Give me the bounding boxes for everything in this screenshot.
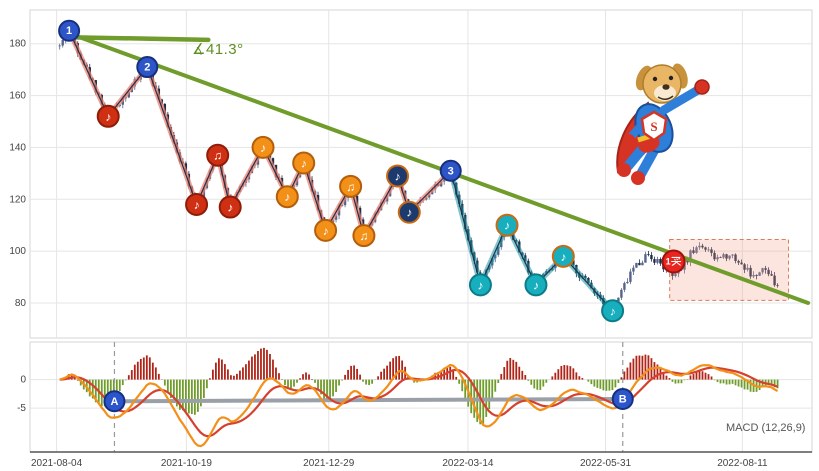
y-tick-label: 100 [9, 246, 26, 257]
buy-character-glyph [671, 256, 682, 266]
chest-shield [640, 110, 668, 142]
svg-text:B: B [619, 393, 627, 405]
pivot-note-marker: ♪ [524, 273, 548, 297]
wave-marker-1: 1 [58, 19, 81, 42]
wave-marker-3: 3 [439, 159, 462, 182]
y-tick-label: 80 [15, 298, 27, 309]
svg-text:♫: ♫ [359, 229, 368, 243]
pivot-note-marker: ♪ [275, 185, 299, 209]
svg-text:♫: ♫ [213, 149, 222, 163]
macd-histogram [61, 347, 779, 425]
pivot-note-marker: ♪ [495, 213, 519, 237]
buy-marker: 1 [661, 249, 686, 274]
svg-text:A: A [110, 396, 118, 408]
pivot-note-marker: ♪ [96, 104, 120, 128]
fist-glove [694, 79, 710, 95]
pivot-note-marker: ♪ [397, 200, 421, 224]
svg-text:♪: ♪ [560, 250, 566, 264]
pivot-note-marker: ♪ [185, 192, 209, 216]
pivot-note-marker: ♪ [292, 151, 316, 175]
svg-text:♪: ♪ [406, 206, 412, 220]
svg-text:♪: ♪ [504, 219, 510, 233]
macd-marker-B: B [611, 387, 634, 410]
pivot-note-marker: ♫ [339, 174, 363, 198]
macd-indicator-label: MACD (12,26,9) [726, 422, 806, 434]
x-tick-label: 2022-03-14 [442, 458, 494, 469]
pivot-note-marker: ♪ [218, 195, 242, 219]
svg-text:♪: ♪ [477, 278, 483, 292]
svg-text:♪: ♪ [610, 304, 616, 318]
extended-arm [659, 85, 703, 115]
y-tick-label: 120 [9, 194, 26, 205]
y-tick-label: 180 [9, 39, 26, 50]
pivot-note-marker: ♫ [352, 224, 376, 248]
macd-marker-A: A [103, 390, 126, 413]
pivot-note-marker: ♪ [251, 135, 275, 159]
eye [652, 76, 658, 82]
glove [623, 134, 635, 146]
svg-text:♪: ♪ [395, 169, 401, 183]
svg-text:2: 2 [144, 62, 150, 74]
svg-text:♪: ♪ [301, 156, 307, 170]
pivot-note-marker: ♪ [468, 273, 492, 297]
pivot-note-marker: ♪ [386, 164, 410, 188]
svg-text:♫: ♫ [346, 180, 355, 194]
svg-text:♪: ♪ [323, 224, 329, 238]
wave-marker-2: 2 [136, 56, 159, 79]
macd-tick-label: 0 [20, 375, 26, 386]
x-tick-label: 2021-12-29 [303, 458, 355, 469]
x-tick-label: 2021-08-04 [31, 458, 83, 469]
nose [662, 84, 670, 90]
eye [668, 75, 674, 81]
trendline-angle-label: ∡41.3° [192, 41, 244, 58]
x-tick-label: 2021-10-19 [161, 458, 213, 469]
svg-text:3: 3 [448, 165, 454, 177]
svg-text:♪: ♪ [260, 141, 266, 155]
x-tick-label: 2022-05-31 [580, 458, 632, 469]
svg-text:♪: ♪ [284, 190, 290, 204]
svg-text:1: 1 [66, 25, 72, 37]
horizontal-line [66, 34, 211, 43]
svg-text:♪: ♪ [533, 278, 539, 292]
shield-letter: S [650, 119, 657, 134]
dea-line [59, 366, 778, 438]
svg-text:♪: ♪ [194, 198, 200, 212]
macd-tick-label: -5 [17, 403, 26, 414]
pivot-note-marker: ♪ [314, 218, 338, 242]
x-tick-label: 2022-08-11 [717, 458, 768, 469]
svg-text:1: 1 [666, 257, 671, 267]
y-tick-label: 160 [9, 91, 26, 102]
y-tick-label: 140 [9, 142, 26, 153]
svg-text:♪: ♪ [227, 201, 233, 215]
svg-text:♪: ♪ [105, 110, 111, 124]
macd-panel [29, 341, 813, 453]
dif-line [59, 363, 779, 448]
mouth [657, 95, 674, 100]
pivot-note-marker: ♪ [601, 299, 625, 323]
boot [631, 171, 645, 185]
pivot-note-marker: ♫ [206, 143, 230, 167]
pivot-note-marker: ♪ [551, 244, 575, 268]
boot [617, 163, 631, 177]
superdog-mascot: S [616, 63, 710, 185]
